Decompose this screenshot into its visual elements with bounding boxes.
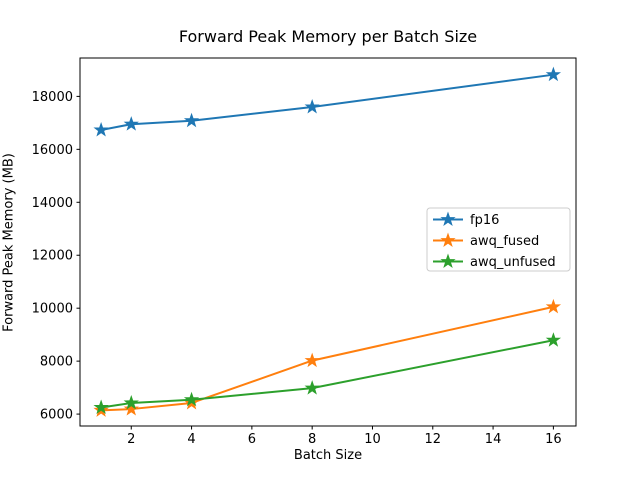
- x-tick-label: 10: [364, 432, 381, 447]
- y-tick-label: 18000: [32, 90, 73, 105]
- legend-marker-awq_unfused: [440, 253, 456, 269]
- legend-label-awq_unfused: awq_unfused: [470, 255, 556, 270]
- x-tick-label: 2: [127, 432, 135, 447]
- x-tick-label: 12: [425, 432, 442, 447]
- legend-marker-fp16: [440, 211, 456, 227]
- data-point-awq_fused: [304, 352, 320, 368]
- data-point-awq_fused: [545, 298, 562, 314]
- y-tick-label: 16000: [32, 143, 73, 158]
- y-tick-label: 12000: [32, 249, 73, 264]
- series-line-fp16: [100, 73, 554, 131]
- x-tick-label: 16: [545, 432, 562, 447]
- data-point-awq_unfused: [93, 399, 109, 414]
- x-tick-label: 6: [248, 432, 256, 447]
- data-point-fp16: [545, 66, 562, 82]
- x-tick-label: 4: [187, 432, 195, 447]
- data-point-awq_unfused: [183, 391, 200, 407]
- y-tick-label: 8000: [40, 355, 73, 370]
- y-tick-label: 10000: [32, 302, 73, 317]
- series-line-awq_unfused: [100, 339, 554, 409]
- y-tick-label: 6000: [40, 408, 73, 423]
- x-axis-label: Batch Size: [293, 448, 363, 463]
- legend-label-fp16: fp16: [470, 213, 499, 228]
- axes-box: [79, 57, 577, 427]
- x-tick-label: 14: [485, 432, 502, 447]
- data-point-fp16: [183, 112, 200, 128]
- data-point-awq_unfused: [304, 380, 320, 395]
- legend-label-awq_fused: awq_fused: [470, 234, 539, 249]
- legend-marker-awq_fused: [440, 232, 456, 248]
- x-tick-label: 8: [308, 432, 316, 447]
- data-point-fp16: [123, 116, 139, 131]
- data-point-awq_unfused: [123, 394, 139, 410]
- data-point-fp16: [304, 98, 320, 114]
- chart-title: Forward Peak Memory per Batch Size: [178, 27, 478, 46]
- y-axis-label: Forward Peak Memory (MB): [1, 153, 17, 332]
- data-point-fp16: [93, 121, 109, 137]
- y-tick-label: 14000: [32, 196, 73, 211]
- data-point-awq_fused: [123, 401, 139, 416]
- series-line-awq_fused: [101, 305, 554, 412]
- data-point-awq_unfused: [545, 332, 562, 347]
- legend-box: [426, 207, 571, 272]
